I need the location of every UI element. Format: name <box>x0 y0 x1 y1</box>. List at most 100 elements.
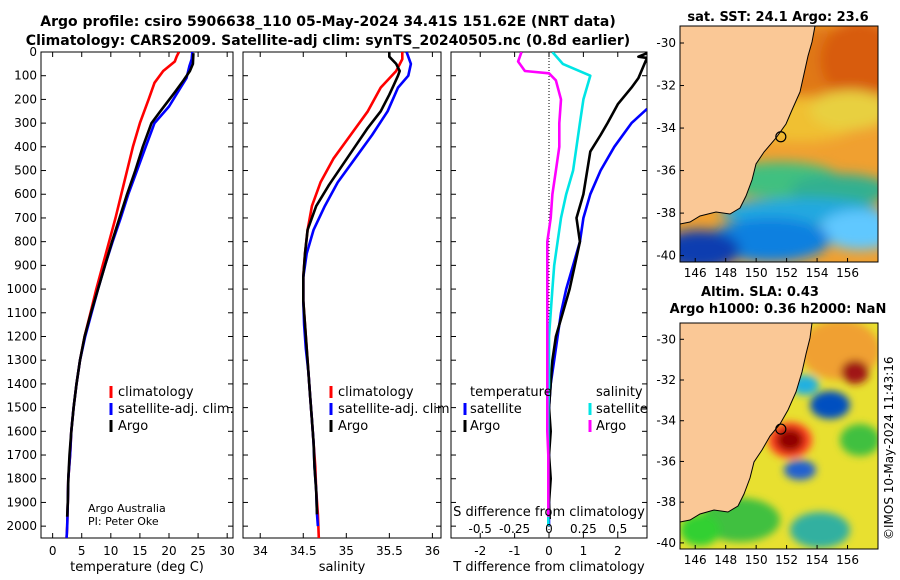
profile-location-marker <box>775 131 787 143</box>
sla-lon-tick-label: 146 <box>684 553 707 567</box>
depth-tick-label: 800 <box>14 235 37 249</box>
depth-tick-label: 1200 <box>6 329 37 343</box>
sst-lon-tick-label: 150 <box>745 266 768 280</box>
temperature-xtick-label: 0 <box>49 544 57 558</box>
temperature-xtick-label: 10 <box>103 544 118 558</box>
depth-tick-label: 400 <box>14 140 37 154</box>
sla-map-title-line2: Argo h1000: 0.36 h2000: NaN <box>670 302 887 317</box>
difference-xtick-label: 0 <box>545 544 553 558</box>
legend-climatology-label: climatology <box>118 385 194 400</box>
salinity-series-argo <box>301 52 402 515</box>
salinity-legend: climatology satellite-adj. clim. Argo <box>329 385 454 434</box>
depth-tick-label: 1000 <box>6 282 37 296</box>
depth-tick-label: 200 <box>14 92 37 106</box>
sst-lat-tick-label: -40 <box>656 249 676 263</box>
depth-tick-label: 2000 <box>6 519 37 533</box>
legend-s-satellite-label: satellite <box>596 402 648 417</box>
sla-lat-tick-label: -30 <box>656 332 676 346</box>
depth-tick-label: 1400 <box>6 377 37 391</box>
sst-lat-tick-label: -36 <box>656 164 676 178</box>
difference-xtick-label: 2 <box>614 544 622 558</box>
sst-lon-tick-label: 148 <box>714 266 737 280</box>
legend-climatology-label: climatology <box>338 385 414 400</box>
legend-t-satellite-label: satellite <box>470 402 522 417</box>
sla-lon-tick-label: 150 <box>745 553 768 567</box>
salinity-axes <box>242 51 442 539</box>
salinity-difference-tick-label: 0.5 <box>608 522 627 536</box>
sst-lon-tick-label: 156 <box>836 266 859 280</box>
sst-map-frame <box>679 25 879 263</box>
difference-legend-temperature: temperature satellite Argo <box>463 385 552 434</box>
depth-tick-label: 600 <box>14 187 37 201</box>
difference-xtick-label: -1 <box>509 544 521 558</box>
difference-legend-salinity: salinity satellite Argo <box>588 385 648 434</box>
depth-tick-label: 1100 <box>6 306 37 320</box>
sst-map: sat. SST: 24.1 Argo: 23.6 146 148 150 152 15… <box>656 10 879 280</box>
salinity-difference-tick-label: 0 <box>545 522 553 536</box>
salinity-xtick-label: 34.5 <box>290 544 317 558</box>
figure-title-line1: Argo profile: csiro 5906638_110 05-May-2… <box>40 14 615 30</box>
depth-tick-label: 900 <box>14 258 37 272</box>
sla-lat-tick-label: -40 <box>656 536 676 550</box>
depth-tick-label: 1800 <box>6 472 37 486</box>
attribution-line1: Argo Australia <box>88 502 166 515</box>
temperature-xtick-label: 30 <box>220 544 235 558</box>
depth-tick-label: 300 <box>14 116 37 130</box>
salinity-difference-tick-label: -0.5 <box>469 522 492 536</box>
salinity-difference-axis-label: S difference from climatology <box>453 505 645 520</box>
sla-map-frame <box>679 322 879 550</box>
sla-lat-tick-label: -34 <box>656 414 676 428</box>
sla-lon-tick-label: 148 <box>714 553 737 567</box>
sst-lon-tick-label: 154 <box>806 266 829 280</box>
depth-tick-label: 1600 <box>6 424 37 438</box>
sla-map-title-line1: Altim. SLA: 0.43 <box>701 285 819 300</box>
temperature-xtick-label: 5 <box>78 544 86 558</box>
legend-temperature-title: temperature <box>470 385 552 400</box>
salinity-difference-tick-label: -0.25 <box>499 522 530 536</box>
temperature-xtick-label: 20 <box>161 544 176 558</box>
legend-argo-label: Argo <box>338 419 368 434</box>
depth-tick-label: 1700 <box>6 448 37 462</box>
difference-xtick-label: 1 <box>580 544 588 558</box>
sst-lon-tick-label: 146 <box>684 266 707 280</box>
depth-tick-label: 700 <box>14 211 37 225</box>
sst-map-field <box>680 26 878 262</box>
salinity-xlabel: salinity <box>319 560 366 575</box>
temperature-panel: 0100200300400500600700800900100011001200… <box>6 45 234 575</box>
sla-lon-tick-label: 156 <box>836 553 859 567</box>
sla-lat-tick-label: -32 <box>656 373 676 387</box>
depth-tick-label: 0 <box>29 45 37 59</box>
temperature-series-argo <box>65 53 195 517</box>
sla-lon-tick-label: 154 <box>806 553 829 567</box>
depth-tick-label: 500 <box>14 164 37 178</box>
legend-argo-label: Argo <box>118 419 148 434</box>
depth-tick-label: 100 <box>14 69 37 83</box>
profile-location-marker <box>775 423 787 435</box>
legend-satellite-label: satellite-adj. clim. <box>338 402 454 417</box>
difference-panel: -2 -1 0 1 2 -0.5 -0.25 0 0.25 0.5 S difference f… <box>450 51 648 575</box>
legend-s-argo-label: Argo <box>596 419 626 434</box>
temperature-xtick-label: 25 <box>190 544 205 558</box>
depth-tick-label: 1300 <box>6 353 37 367</box>
attribution-line2: PI: Peter Oke <box>88 515 159 528</box>
difference-series-t-argo <box>547 52 647 520</box>
temperature-difference-xlabel: T difference from climatology <box>452 560 645 575</box>
legend-t-argo-label: Argo <box>470 419 500 434</box>
sla-lat-tick-label: -36 <box>656 454 676 468</box>
copyright-timestamp: ©IMOS 10-May-2024 11:43:16 <box>882 356 896 540</box>
sst-map-title: sat. SST: 24.1 Argo: 23.6 <box>687 10 868 25</box>
legend-satellite-label: satellite-adj. clim. <box>118 402 234 417</box>
legend-salinity-title: salinity <box>596 385 643 400</box>
salinity-xtick-label: 35 <box>339 544 354 558</box>
coastline <box>680 26 816 225</box>
sst-lon-tick-label: 152 <box>775 266 798 280</box>
sst-lat-tick-label: -38 <box>656 206 676 220</box>
salinity-xtick-label: 36 <box>425 544 440 558</box>
difference-xtick-label: -2 <box>474 544 486 558</box>
sst-lat-tick-label: -32 <box>656 79 676 93</box>
sst-lat-tick-label: -30 <box>656 36 676 50</box>
sla-map: Altim. SLA: 0.43 Argo h1000: 0.36 h2000:… <box>656 285 886 567</box>
salinity-xtick-label: 35.5 <box>376 544 403 558</box>
temperature-legend: climatology satellite-adj. clim. Argo <box>109 385 234 434</box>
